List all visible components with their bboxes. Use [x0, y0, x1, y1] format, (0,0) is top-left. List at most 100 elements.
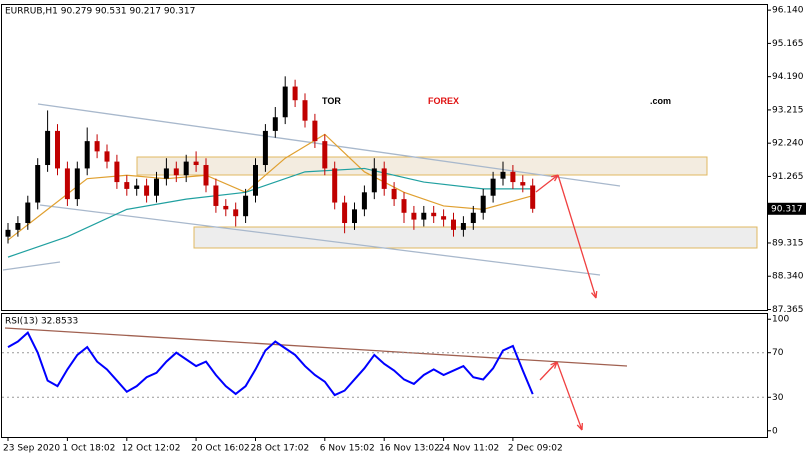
candle-body — [114, 161, 120, 183]
chart-title: EURRUB,H1 90.279 90.531 90.217 90.317 — [5, 7, 195, 17]
rsi-line — [7, 330, 534, 397]
candle-body — [441, 216, 447, 220]
candle-body — [282, 86, 288, 118]
y-tick-label: 88.340 — [772, 272, 804, 282]
candle-body — [45, 130, 51, 166]
candle-body — [411, 212, 417, 220]
channel-lower — [39, 204, 601, 276]
logo-part: .com — [650, 96, 671, 106]
candle-body — [144, 185, 150, 196]
candle-body — [104, 151, 110, 162]
x-tick-label: 16 Nov 13:02 — [379, 444, 440, 454]
candle-body — [421, 212, 427, 220]
candle-body — [262, 130, 268, 166]
candle-body — [94, 141, 100, 152]
rsi-y-tick-label: 100 — [772, 315, 789, 325]
arrow-head — [550, 361, 558, 369]
x-tick-label: 24 Nov 11:02 — [439, 444, 500, 454]
candle-body — [322, 141, 328, 169]
x-tick-label: 12 Oct 12:02 — [122, 444, 181, 454]
candle-body — [5, 229, 11, 237]
logo: TOR FOREX .com — [322, 96, 671, 106]
candle-body — [193, 161, 199, 166]
forecast-arrow — [557, 174, 597, 299]
candle-body — [510, 171, 516, 183]
rsi-y-tick-label: 0 — [772, 426, 778, 436]
candle-body — [35, 165, 41, 203]
candle-body — [272, 117, 278, 131]
candle-body — [213, 185, 219, 206]
candle-body — [361, 192, 367, 210]
rsi-trendline — [4, 327, 628, 367]
logo-part: TOR — [322, 96, 341, 106]
arrow-head — [551, 174, 559, 182]
candle-body — [480, 195, 486, 213]
candle-body — [470, 212, 476, 224]
candle-body — [302, 100, 308, 121]
candle-body — [342, 202, 348, 224]
resistance-zone — [136, 156, 708, 176]
candle-body — [64, 168, 70, 200]
candle-body — [203, 165, 209, 186]
last-price-label: 90.317 — [771, 204, 803, 214]
candle-body — [520, 182, 526, 186]
candle-body — [460, 223, 466, 230]
candle-body — [124, 182, 130, 189]
candle-body — [25, 202, 31, 224]
candle-body — [173, 168, 179, 176]
candle-body — [84, 141, 90, 169]
candle-body — [243, 195, 249, 217]
candle-body — [490, 178, 496, 196]
rsi-y-tick-label: 30 — [772, 393, 784, 403]
candle-body — [154, 178, 159, 196]
candle-body — [292, 86, 298, 101]
candle-body — [183, 161, 189, 176]
candle-body — [391, 188, 397, 200]
candle-body — [451, 219, 456, 230]
moving-average — [7, 167, 533, 258]
x-tick-label: 23 Sep 2020 — [3, 444, 60, 454]
moving-average — [7, 133, 533, 241]
annotations — [2, 103, 758, 367]
candle-body — [352, 209, 357, 224]
y-tick-label: 93.215 — [772, 105, 804, 115]
y-tick-label: 96.140 — [772, 6, 804, 16]
arrow-head — [576, 422, 583, 431]
x-tick-label: 6 Nov 15:02 — [320, 444, 375, 454]
last-price-box — [768, 202, 806, 215]
rsi-title: RSI(13) 32.8533 — [5, 317, 78, 327]
candle-body — [530, 185, 536, 209]
candle-body — [332, 168, 338, 203]
y-tick-label: 89.315 — [772, 238, 804, 248]
candle-body — [401, 199, 407, 213]
candle-body — [233, 209, 239, 217]
y-tick-label: 94.190 — [772, 72, 804, 82]
y-tick-label: 95.165 — [772, 39, 804, 49]
candle-body — [74, 168, 80, 200]
x-tick-label: 20 Oct 16:02 — [191, 444, 250, 454]
support-zone — [193, 226, 758, 249]
candle-body — [431, 212, 437, 217]
channel-line — [2, 261, 61, 271]
candle-body — [223, 205, 229, 210]
x-tick-label: 28 Oct 17:02 — [251, 444, 310, 454]
candle-body — [312, 120, 318, 142]
candle-body — [55, 130, 60, 169]
candle-body — [15, 223, 21, 230]
logo-part: FOREX — [428, 96, 459, 106]
rsi-y-tick-label: 70 — [772, 348, 784, 358]
candle-body — [381, 168, 387, 189]
candle-body — [253, 165, 258, 196]
main-panel — [1, 4, 768, 311]
x-tick-label: 1 Oct 18:02 — [62, 444, 115, 454]
forecast-arrow — [539, 361, 558, 381]
candle-body — [500, 171, 506, 179]
forecast-arrow — [535, 174, 559, 193]
arrow-head — [590, 290, 598, 299]
y-tick-label: 87.365 — [772, 305, 804, 315]
forecast-arrow — [556, 361, 583, 431]
x-tick-label: 2 Dec 09:02 — [508, 444, 563, 454]
candle-body — [371, 168, 377, 193]
candle-body — [163, 168, 169, 179]
